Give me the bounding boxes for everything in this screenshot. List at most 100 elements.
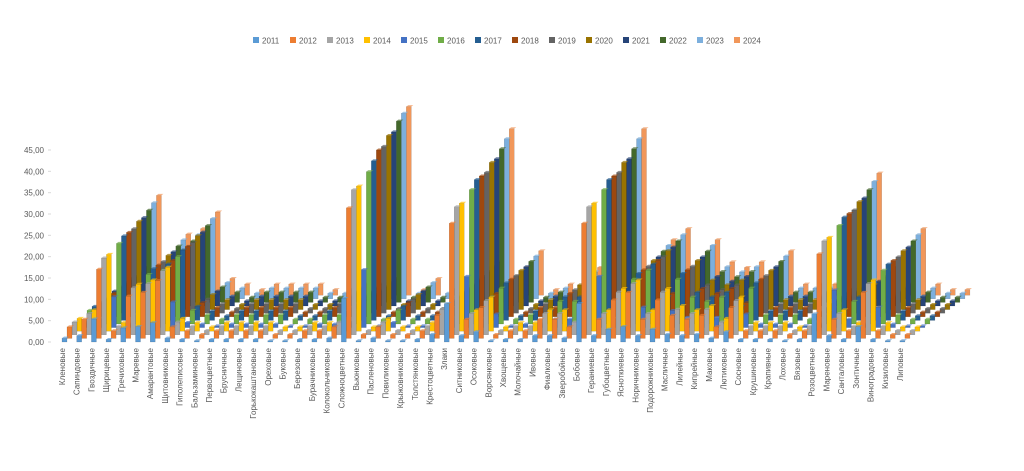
bar <box>400 306 406 321</box>
bar <box>635 279 641 332</box>
bar-top <box>195 234 203 236</box>
bar <box>386 135 392 310</box>
bar <box>194 322 200 332</box>
bar <box>244 283 250 296</box>
bar-top <box>630 277 638 280</box>
bar <box>533 255 539 299</box>
bar-top <box>493 333 501 335</box>
bar-top <box>650 327 657 330</box>
bar-top <box>332 288 340 290</box>
bar <box>792 303 799 314</box>
bar <box>743 330 749 339</box>
bar <box>778 261 784 303</box>
bar-top <box>803 282 811 285</box>
bar-top <box>136 219 144 222</box>
bar-top <box>934 310 942 313</box>
bar-top <box>308 290 316 293</box>
bar <box>915 234 921 300</box>
bar-top <box>841 308 849 310</box>
bar-top <box>811 312 819 314</box>
bar <box>840 339 847 343</box>
bar-top <box>238 337 246 340</box>
bar-top <box>757 329 765 331</box>
bar <box>654 299 661 339</box>
x-tick-label: Крушиновые <box>749 347 758 395</box>
bar-top <box>778 259 786 262</box>
bar-top <box>288 282 296 285</box>
bar <box>283 287 289 299</box>
bar <box>581 222 587 339</box>
bar-top <box>111 295 119 297</box>
bar-top <box>259 294 266 297</box>
bar-top <box>190 241 198 243</box>
bar-top <box>517 337 525 340</box>
bar-top <box>508 277 516 280</box>
bar-top <box>705 249 712 252</box>
bar-top <box>150 267 158 269</box>
bar-top <box>302 310 310 313</box>
bar <box>900 250 906 310</box>
bar-top <box>180 248 188 250</box>
bar-top <box>900 325 908 327</box>
bar-top <box>895 313 903 316</box>
bar-top <box>738 295 746 298</box>
bar-top <box>268 298 276 300</box>
bar-top <box>503 325 511 327</box>
bar <box>115 326 122 335</box>
bar-top <box>841 215 849 218</box>
legend-swatch <box>512 37 518 43</box>
bar-top <box>425 317 433 320</box>
bar <box>532 322 538 332</box>
bar <box>484 172 490 314</box>
bar <box>273 307 279 317</box>
bar-top <box>292 329 300 331</box>
x-tick-label: Мареновые <box>822 347 831 391</box>
bar <box>620 288 627 332</box>
bar-top <box>778 302 786 304</box>
bar <box>904 334 911 339</box>
bar <box>469 189 475 325</box>
bar <box>850 326 857 335</box>
bar-top <box>734 283 742 286</box>
bar-top <box>945 291 953 294</box>
bar-top <box>234 290 242 293</box>
bar-top <box>429 332 437 335</box>
bar-top <box>488 339 496 341</box>
bar-top <box>714 315 722 318</box>
bar <box>204 225 211 303</box>
bar <box>355 340 362 343</box>
bar <box>406 106 412 296</box>
bar-top <box>223 337 231 340</box>
bar-top <box>523 322 530 325</box>
bar <box>120 327 127 343</box>
bar-top <box>175 255 183 257</box>
bar-top <box>797 325 805 327</box>
bar-top <box>719 270 727 272</box>
bar-top <box>704 307 712 310</box>
bar <box>209 218 216 300</box>
bar <box>312 287 319 299</box>
bar-top <box>258 322 266 325</box>
bar <box>268 299 274 310</box>
bar <box>253 322 259 332</box>
bar <box>778 303 784 314</box>
bar-top <box>920 294 928 297</box>
bar <box>768 270 774 310</box>
bar-top <box>318 282 326 285</box>
bar <box>801 330 808 339</box>
bar-top <box>635 334 643 336</box>
bar <box>772 323 779 328</box>
bar-top <box>332 299 340 301</box>
bar <box>224 282 231 300</box>
bar-top <box>278 302 286 304</box>
bar <box>381 146 387 314</box>
bar-top <box>155 263 163 266</box>
bar-top <box>665 287 672 289</box>
bar-top <box>425 307 433 309</box>
bar-top <box>909 329 917 331</box>
bar <box>606 179 612 321</box>
bar-top <box>292 317 300 320</box>
bar-top <box>563 286 570 289</box>
bar-top <box>414 337 422 340</box>
bar <box>213 330 220 339</box>
